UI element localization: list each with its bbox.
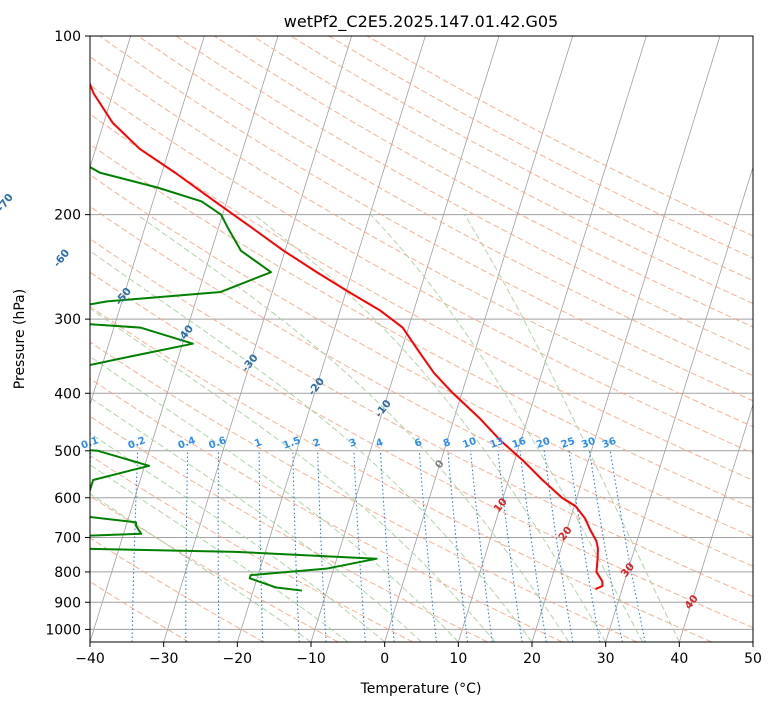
x-tick-label: −30	[149, 651, 179, 667]
y-tick-label: 100	[54, 29, 81, 45]
dry-adiabat-line	[90, 271, 753, 629]
moist-adiabat-line	[464, 214, 680, 642]
y-axis-label: Pressure (hPa)	[12, 289, 28, 389]
isotherm-line	[678, 403, 753, 642]
mixing-ratio-line	[470, 450, 493, 642]
x-tick-label: −40	[75, 651, 105, 667]
dry-adiabat-line	[90, 174, 753, 538]
isotherm-line	[457, 36, 647, 642]
isotherm-line	[605, 165, 753, 642]
mixing-ratio-line	[317, 450, 327, 642]
y-tick-label: 500	[54, 444, 81, 460]
y-tick-label: 700	[54, 531, 81, 547]
mixing-ratio-label: 20	[535, 436, 552, 451]
y-tick-label: 400	[54, 386, 81, 402]
mixing-ratio-label: 2	[312, 437, 322, 450]
y-tick-label: 200	[54, 208, 81, 224]
isotherm-line	[163, 36, 353, 642]
y-tick-label: 600	[54, 491, 81, 507]
x-tick-label: 10	[449, 651, 467, 667]
dry-adiabat-line	[90, 56, 753, 428]
mixing-ratio-label: 10	[461, 436, 478, 451]
x-tick-label: 0	[380, 651, 389, 667]
chart-title: wetPf2_C2E5.2025.147.01.42.G05	[284, 12, 558, 32]
moist-adiabat-line	[90, 307, 496, 642]
mixing-ratio-line	[519, 450, 547, 642]
dry-adiabat-line	[90, 537, 264, 642]
x-tick-label: −10	[296, 651, 326, 667]
background-lines	[90, 36, 753, 642]
isotherm-line	[236, 36, 426, 642]
dry-adiabat-line	[90, 238, 753, 598]
mixing-ratio-label: 3	[348, 437, 358, 450]
mixing-ratio-label: 13	[489, 436, 506, 451]
mixing-ratio-label: 30	[580, 436, 597, 451]
x-tick-label: 40	[670, 651, 688, 667]
x-tick-label: −20	[223, 651, 253, 667]
x-tick-label: 20	[523, 651, 541, 667]
y-tick-label: 300	[54, 312, 81, 328]
dry-adiabat-line	[175, 36, 753, 352]
moist-adiabat-line	[90, 396, 422, 642]
mixing-ratio-label: 6	[413, 437, 423, 450]
mixing-ratio-line	[609, 450, 646, 642]
moist-adiabat-line	[90, 355, 459, 642]
profile-lines	[90, 81, 604, 592]
isotherm-line	[90, 36, 205, 406]
moist-adiabat-line	[136, 214, 570, 642]
dry-adiabat-line	[137, 36, 753, 377]
dry-adiabat-line	[90, 415, 488, 642]
axes: −40 −30 −20 −10 0 10 20 30 40 50 100 200 300 400 500 60…	[45, 29, 762, 667]
isotherm-line	[310, 36, 500, 642]
x-axis-label: Temperature (°C)	[360, 681, 482, 697]
dewpoint-profile-line	[90, 165, 378, 592]
isotherm-line	[384, 36, 574, 642]
moist-adiabat-line	[90, 250, 533, 642]
dry-adiabat-line	[90, 580, 190, 642]
mixing-ratio-label: 36	[601, 436, 618, 451]
x-tick-label: 50	[744, 651, 762, 667]
mixing-ratio-line	[447, 450, 469, 642]
isotherm-line	[90, 36, 279, 642]
moist-adiabat-line	[90, 493, 312, 642]
dry-adiabat-line	[90, 306, 712, 642]
mixing-ratio-label: 1	[253, 437, 263, 450]
mixing-ratio-line	[418, 450, 437, 642]
mixing-ratio-line	[379, 450, 395, 642]
temperature-profile-line	[90, 81, 604, 590]
plot-frame	[89, 35, 754, 643]
mixing-ratio-label: 16	[511, 436, 528, 451]
dry-adiabat-line	[90, 205, 753, 567]
y-tick-label: 800	[54, 565, 81, 581]
dry-adiabat-line	[90, 113, 753, 481]
mixing-ratio-line	[353, 450, 366, 642]
moist-adiabat-line	[90, 464, 349, 642]
moist-adiabat-line	[90, 432, 385, 642]
dry-adiabat-line	[90, 143, 753, 509]
isotherm-line	[90, 36, 132, 169]
moist-adiabat-line	[253, 214, 607, 642]
dry-adiabat-line	[252, 36, 753, 305]
y-tick-label: 1000	[45, 622, 81, 638]
mixing-ratio-label: 8	[442, 437, 452, 450]
dry-adiabat-line	[214, 36, 753, 328]
dry-adiabat-line	[90, 378, 563, 642]
mixing-ratio-label: 25	[560, 436, 577, 451]
mixing-ratio-line	[497, 450, 523, 642]
x-tick-label: 30	[597, 651, 615, 667]
y-tick-label: 900	[54, 595, 81, 611]
dry-adiabat-line	[90, 341, 638, 642]
mixing-ratio-label: 4	[374, 437, 384, 450]
